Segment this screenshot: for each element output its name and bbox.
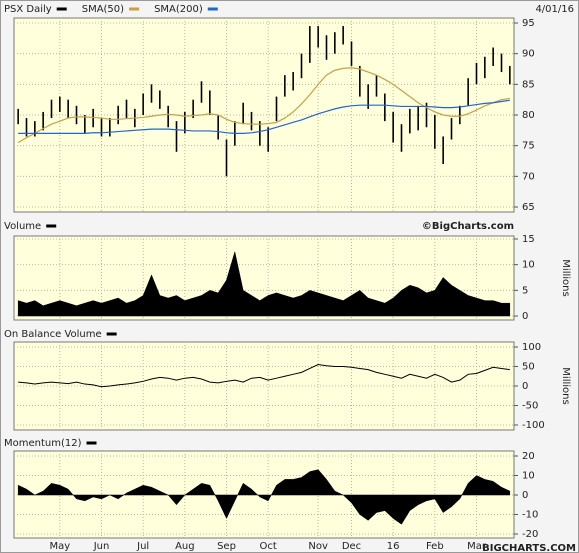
x-tick-label: Jul [136,541,149,552]
area [17,469,511,525]
y-tick-label: 65 [522,202,535,213]
y-tick-label: -10 [522,510,538,521]
y-tick-label: 10 [522,471,535,482]
line [18,364,510,388]
y-tick-label: 0 [522,381,528,392]
legend-label: SMA(200) [154,4,203,15]
y-tick-label: 90 [522,49,535,60]
y-tick-label: 100 [522,342,541,353]
x-tick-label: Dec [342,541,361,552]
y-axis-label: Millions [560,259,571,296]
x-tick-label: Jun [93,541,110,552]
x-tick-label: May [49,541,70,552]
y-tick-label: 70 [522,171,535,182]
legend-label: PSX Daily [4,4,52,15]
y-tick-label: 75 [522,141,535,152]
date-label: 4/01/16 [535,4,574,15]
y-tick-label: 0 [522,490,528,501]
y-tick-label: -100 [522,420,545,431]
legend-label: SMA(50) [82,4,124,15]
source: BIGCHARTS.COM [482,543,576,553]
legend-label: On Balance Volume [4,329,102,340]
y-tick-label: 0 [522,311,528,322]
legend-label: Volume [4,221,41,232]
x-tick-label: Sep [217,541,236,552]
y-tick-label: 80 [522,110,535,121]
sma-line [17,67,510,144]
x-tick-label: Feb [426,541,444,552]
x-tick-label: Oct [260,541,277,552]
y-tick-label: 50 [522,362,535,373]
x-tick-label: Aug [175,541,195,552]
legend-label: Momentum(12) [4,438,82,449]
y-axis-label: Millions [560,367,571,404]
y-tick-label: 10 [522,260,535,271]
sma-line [18,99,510,134]
x-tick-label: 16 [387,541,400,552]
x-tick-label: Mar [467,541,487,552]
y-tick-label: 15 [522,234,535,245]
y-tick-label: 85 [522,79,535,90]
y-tick-label: -20 [522,529,538,540]
x-tick-label: Nov [308,541,328,552]
y-tick-label: 95 [522,18,535,29]
area [17,251,511,317]
watermark: ©BigCharts.com [422,221,514,232]
y-tick-label: 20 [522,451,535,462]
y-tick-label: -50 [522,401,538,412]
y-tick-label: 5 [522,285,528,296]
